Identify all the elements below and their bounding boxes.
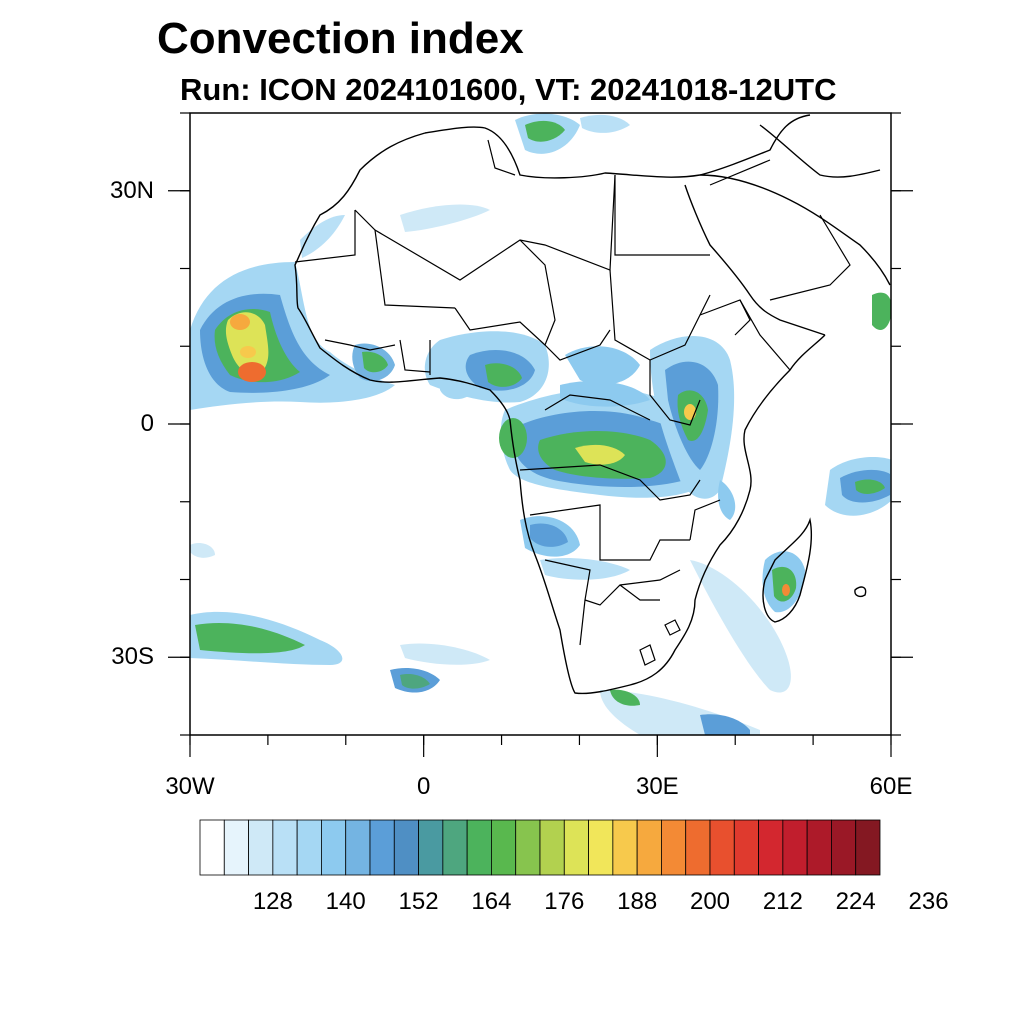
colorbar-swatch [636,819,662,876]
colorbar-swatch [321,819,347,876]
lon-tick-label: 60E [869,773,913,800]
colorbar-swatch [393,819,419,876]
colorbar-swatch [588,819,614,876]
colorbar-swatch [248,819,274,876]
colorbar-label: 212 [762,888,803,915]
lat-tick-label: 30N [109,176,154,204]
colorbar-swatch [223,819,249,876]
colorbar-label: 200 [689,888,731,915]
colorbar-label: 236 [908,888,949,915]
lat-tick-label: 30S [111,643,154,671]
colorbar-swatch [466,819,492,876]
country-borders [294,139,851,666]
colorbar-swatch [515,819,541,876]
colorbar-label: 224 [835,888,876,915]
colorbar-swatch [272,819,298,876]
colorbar-swatch [369,819,395,876]
colorbar-swatch [539,819,565,876]
colorbar-swatch [855,819,881,876]
coastlines [294,114,891,695]
colorbar-swatch [831,819,857,876]
colorbar-label: 176 [544,888,585,915]
colorbar-swatch [345,819,371,876]
lon-tick-label: 30W [165,773,215,800]
convection-field [190,113,891,735]
chart-subtitle: Run: ICON 2024101600, VT: 20241018-12UTC [180,72,837,107]
colorbar-swatch [563,819,589,876]
colorbar-swatch [733,819,759,876]
colorbar-label: 152 [398,888,439,915]
colorbar-swatch [442,819,468,876]
colorbar-swatch [661,819,687,876]
colorbar-swatch [491,819,517,876]
colorbar-label: 140 [325,888,366,915]
colorbar-swatch [612,819,638,876]
colorbar [199,819,881,876]
chart-title: Convection index [157,14,524,63]
colorbar-label: 164 [471,888,512,915]
colorbar-label: 128 [252,888,293,915]
tick-marks [168,112,913,757]
lon-tick-label: 0 [416,773,431,800]
colorbar-swatch [782,819,808,876]
colorbar-swatch [758,819,784,876]
lon-tick-label: 30E [635,773,679,800]
colorbar-swatch [199,819,225,876]
colorbar-swatch [685,819,711,876]
colorbar-label: 188 [617,888,658,915]
colorbar-swatch [418,819,444,876]
colorbar-swatch [709,819,735,876]
colorbar-swatch [806,819,832,876]
colorbar-swatch [296,819,322,876]
lat-tick-label: 0 [140,410,154,437]
